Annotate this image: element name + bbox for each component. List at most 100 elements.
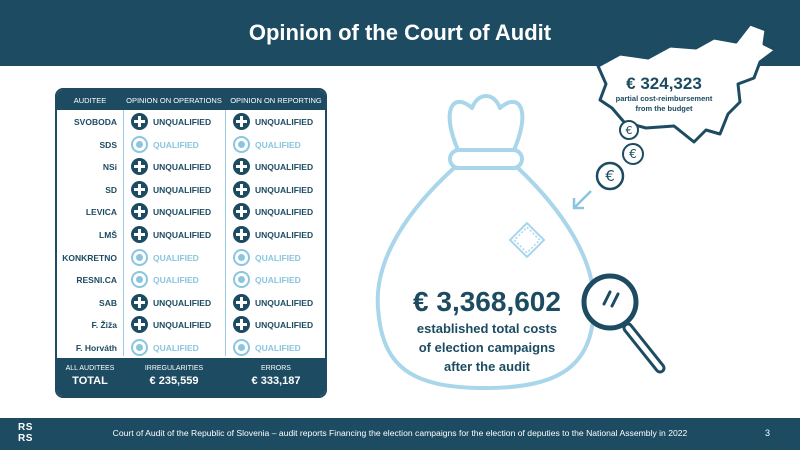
total-costs-line-2: of election campaigns (418, 340, 556, 355)
opinion-label: UNQUALIFIED (153, 184, 212, 195)
opinion-operations-cell: UNQUALIFIED (123, 113, 225, 132)
euro-coin-icon: € (619, 120, 639, 140)
table-row: SVOBODA UNQUALIFIED UNQUALIFIED (57, 111, 325, 134)
footer-total: TOTAL (72, 375, 108, 387)
column-divider (225, 110, 226, 356)
plus-circle-icon (233, 158, 250, 176)
opinion-operations-cell: QUALIFIED (123, 248, 225, 268)
plus-circle-icon (131, 203, 148, 221)
table-row: NSi UNQUALIFIED UNQUALIFIED (57, 156, 325, 179)
footer-errors-label: ERRORS (261, 365, 291, 372)
plus-circle-icon (131, 113, 148, 130)
opinion-operations-cell: QUALIFIED (123, 135, 225, 155)
opinion-label: UNQUALIFIED (153, 297, 212, 308)
table-footer: ALL AUDITEES TOTAL IRREGULARITIES € 235,… (57, 358, 325, 396)
euro-coin-icon: € (595, 161, 625, 191)
column-header-auditee: AUDITEE (73, 96, 107, 105)
footer-irregularities-label: IRREGULARITIES (144, 365, 204, 372)
magnifier-icon (581, 273, 668, 376)
plus-circle-icon (131, 158, 148, 176)
table-row: SAB UNQUALIFIED UNQUALIFIED (57, 292, 325, 315)
euro-coin-icon: € (622, 143, 644, 165)
table-header: AUDITEE OPINION ON OPERATIONS OPINION ON… (57, 90, 325, 110)
svg-text:€: € (605, 167, 615, 185)
euro-coins-group: € € € (595, 120, 644, 191)
total-costs-amount: € 3,368,602 (413, 286, 561, 317)
total-costs-line-3: after the audit (444, 359, 530, 374)
header-bar: Opinion of the Court of Audit (0, 0, 800, 66)
footer-irregularities-value: € 235,559 (149, 375, 199, 387)
opinion-reporting-cell: QUALIFIED (225, 135, 325, 155)
column-header-reporting: OPINION ON REPORTING (230, 96, 322, 105)
opinion-operations-cell: UNQUALIFIED (123, 316, 225, 335)
opinion-operations-cell: QUALIFIED (123, 271, 225, 290)
column-header-operations: OPINION ON OPERATIONS (126, 96, 222, 105)
footer-bar: RS RS Court of Audit of the Republic of … (0, 418, 800, 450)
opinion-label: UNQUALIFIED (255, 162, 314, 173)
opinion-label: UNQUALIFIED (255, 297, 314, 308)
footer-errors-value: € 333,187 (251, 375, 301, 387)
opinion-label: UNQUALIFIED (255, 117, 314, 127)
table-row: KONKRETNO QUALIFIED QUALIFIED (57, 247, 325, 270)
qualified-circle-icon (233, 339, 250, 356)
opinion-reporting-cell: UNQUALIFIED (225, 316, 325, 335)
auditee-name: SAB (99, 297, 117, 308)
auditee-name: NSi (102, 162, 117, 173)
table-row: RESNI.CA QUALIFIED QUALIFIED (57, 269, 325, 292)
opinion-label: UNQUALIFIED (153, 117, 212, 127)
table-row: F. Horváth QUALIFIED QUALIFIED (57, 337, 325, 360)
qualified-circle-icon (131, 248, 148, 266)
auditee-name: RESNI.CA (76, 275, 117, 286)
opinion-reporting-cell: UNQUALIFIED (225, 293, 325, 313)
qualified-circle-icon (233, 271, 250, 289)
plus-circle-icon (233, 203, 250, 221)
page-title: Opinion of the Court of Audit (248, 20, 552, 45)
logo-line-1: RS (18, 422, 33, 433)
total-costs-block: € 3,368,602 established total costs of e… (392, 286, 582, 375)
auditee-name: LEVICA (85, 207, 117, 218)
opinion-reporting-cell: UNQUALIFIED (225, 158, 325, 177)
reimbursement-line-2: from the budget (635, 104, 693, 113)
opinion-operations-cell: UNQUALIFIED (123, 226, 225, 245)
plus-circle-icon (233, 226, 250, 243)
auditee-name: KONKRETNO (62, 252, 117, 263)
opinion-reporting-cell: UNQUALIFIED (225, 226, 325, 245)
opinion-operations-cell: UNQUALIFIED (123, 180, 225, 200)
opinion-label: UNQUALIFIED (153, 207, 212, 218)
opinion-reporting-cell: UNQUALIFIED (225, 180, 325, 200)
svg-text:€: € (626, 124, 633, 137)
reimbursement-line-1: partial cost-reimbursement (615, 94, 713, 103)
opinion-label: QUALIFIED (255, 252, 301, 263)
opinion-label: QUALIFIED (153, 275, 199, 286)
qualified-circle-icon (131, 271, 148, 289)
footer-all-auditees: ALL AUDITEES (65, 365, 115, 372)
auditee-name: F. Žiža (91, 320, 117, 331)
opinion-operations-cell: UNQUALIFIED (123, 203, 225, 222)
opinion-reporting-cell: UNQUALIFIED (225, 203, 325, 222)
plus-circle-icon (131, 226, 148, 243)
plus-circle-icon (233, 180, 250, 198)
auditee-name: LMŠ (99, 230, 117, 240)
reimbursement-amount: € 324,323 (626, 74, 702, 93)
auditee-name: SD (105, 184, 117, 195)
column-divider (123, 110, 124, 356)
opinion-label: UNQUALIFIED (255, 320, 314, 331)
opinion-label: UNQUALIFIED (255, 230, 314, 240)
logo-line-2: RS (18, 433, 33, 444)
opinion-label: QUALIFIED (153, 343, 199, 353)
table-row: SD UNQUALIFIED UNQUALIFIED (57, 179, 325, 202)
opinion-label: QUALIFIED (255, 139, 301, 150)
footer-text: Court of Audit of the Republic of Sloven… (112, 428, 688, 438)
qualified-circle-icon (233, 248, 250, 266)
plus-circle-icon (131, 316, 148, 334)
table-row: F. Žiža UNQUALIFIED UNQUALIFIED (57, 314, 325, 337)
arrow-icon (572, 190, 592, 210)
opinion-reporting-cell: UNQUALIFIED (225, 113, 325, 132)
money-bag-icon (375, 94, 597, 390)
auditee-name: F. Horváth (75, 343, 117, 353)
page-number: 3 (764, 428, 770, 438)
qualified-circle-icon (233, 135, 250, 153)
plus-circle-icon (131, 293, 148, 311)
total-costs-line-1: established total costs (416, 321, 558, 336)
patch-icon (508, 221, 546, 259)
